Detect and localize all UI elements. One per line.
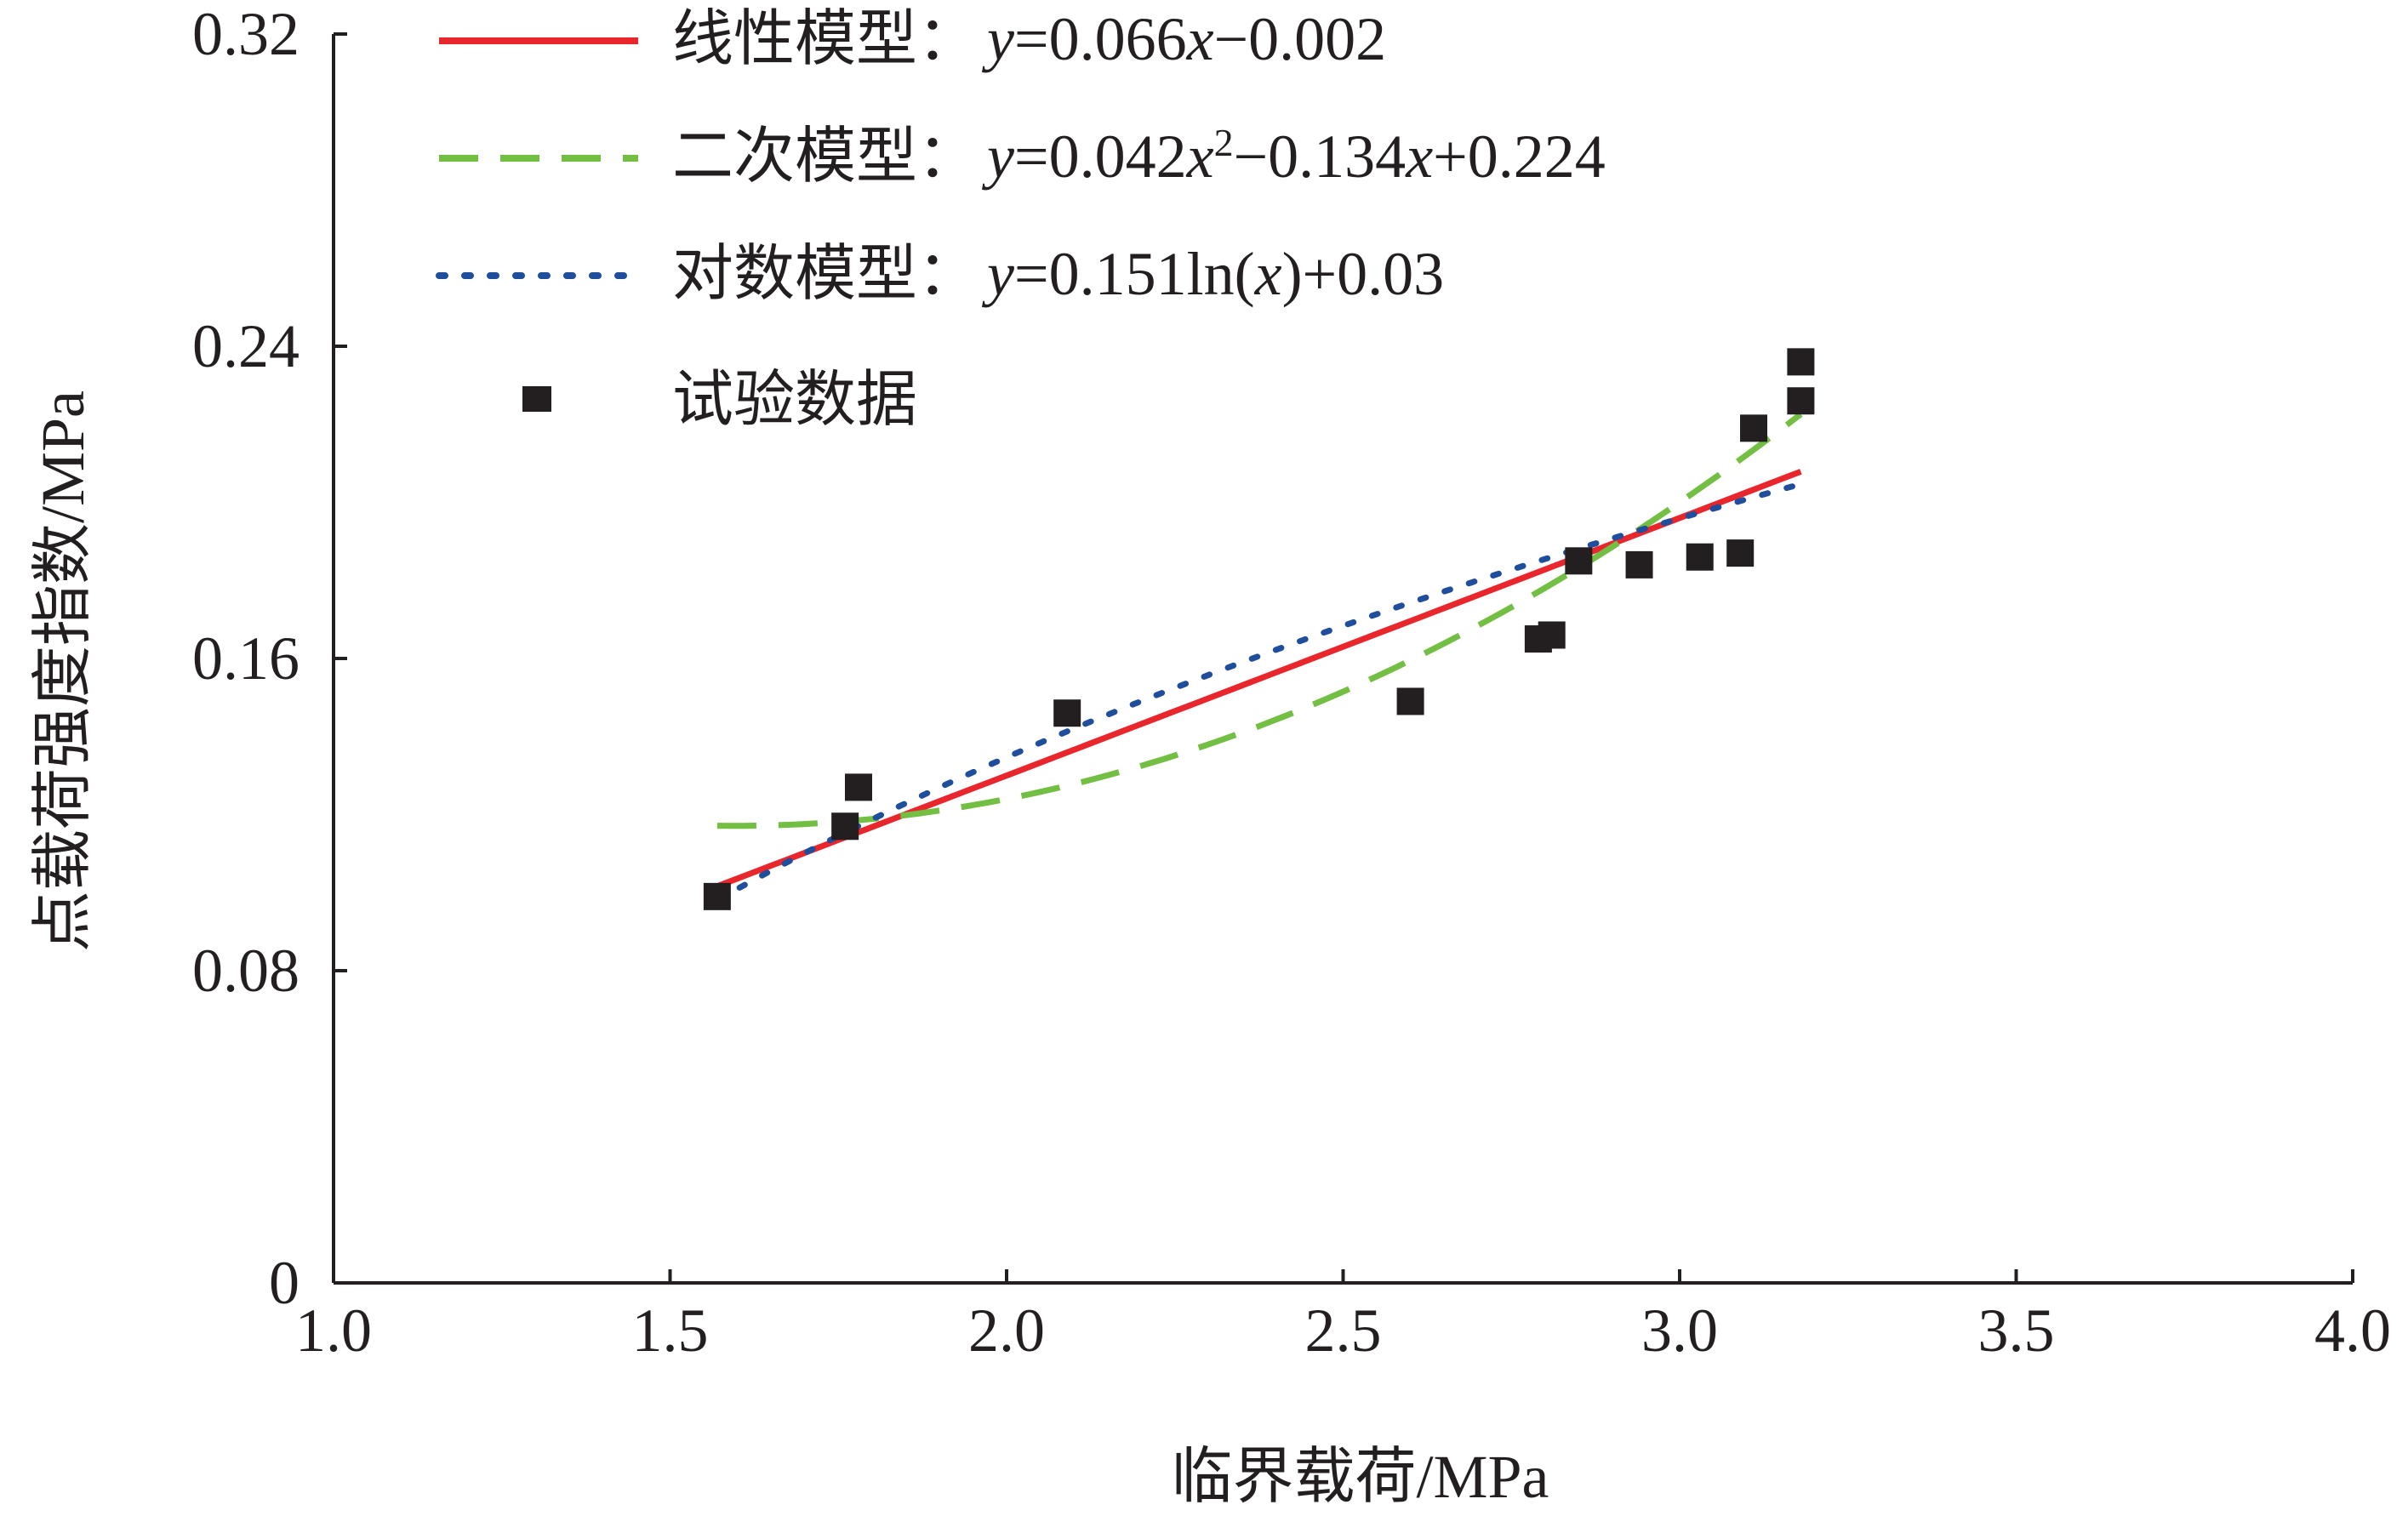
x-tick-label: 3.5 xyxy=(1978,1297,2055,1365)
legend-formula-part: x xyxy=(1254,240,1282,308)
x-tick-label: 2.5 xyxy=(1305,1297,1382,1365)
data-point xyxy=(1686,543,1714,571)
legend-formula-part: y xyxy=(981,123,1014,191)
legend-swatch xyxy=(522,386,551,412)
model-curves xyxy=(714,412,1804,903)
y-tick-label: 0.32 xyxy=(192,0,300,68)
series-line-3 xyxy=(714,481,1804,903)
series-line-2 xyxy=(716,412,1803,829)
series-line-1 xyxy=(716,469,1802,890)
data-point xyxy=(1625,550,1653,578)
data-point xyxy=(844,773,872,801)
y-axis-title: 点载荷强度指数/MPa xyxy=(29,390,97,952)
legend-item: 二次模型： y=0.042x2−0.134x+0.224 xyxy=(672,121,1606,191)
x-tick-label: 4.0 xyxy=(2314,1297,2391,1365)
legend-formula-part: =0.042 xyxy=(1014,123,1187,191)
data-points xyxy=(703,348,1815,910)
legend-formula: y=0.042x2−0.134x+0.224 xyxy=(981,121,1606,191)
legend-item: 线性模型： y=0.066x−0.002 xyxy=(672,5,1386,73)
legend-formula: y=0.151ln(x)+0.03 xyxy=(981,240,1444,308)
data-point xyxy=(1538,621,1566,649)
data-point xyxy=(1787,348,1815,376)
data-point xyxy=(1787,387,1815,415)
legend-formula-part: =0.066 xyxy=(1014,5,1187,73)
data-point xyxy=(1726,539,1755,567)
axes: 1.0 1.5 2.0 2.5 3.0 3.5 4.0 0 0.08 0.16 0.24 0.32 临界… xyxy=(29,0,2391,1511)
legend-formula-part: x xyxy=(1186,5,1214,73)
legend-formula-part: x xyxy=(1405,123,1433,191)
x-tick-label: 2.0 xyxy=(968,1297,1045,1365)
legend-item: 试验数据 xyxy=(672,366,917,434)
legend-separator: ： xyxy=(917,123,979,191)
legend-item: 对数模型： y=0.151ln(x)+0.03 xyxy=(672,240,1444,308)
data-point xyxy=(703,882,731,910)
x-tick-label: 1.5 xyxy=(632,1297,709,1365)
y-tick-label: 0 xyxy=(269,1249,300,1317)
legend-label: 线性模型 xyxy=(672,5,917,73)
x-tick-label: 3.0 xyxy=(1641,1297,1718,1365)
x-tick-label: 1.0 xyxy=(295,1297,372,1365)
y-tick-label: 0.16 xyxy=(192,624,300,692)
y-tick-label: 0.08 xyxy=(192,937,300,1005)
data-point xyxy=(1740,414,1768,442)
legend-formula-part: =0.151ln( xyxy=(1014,240,1255,308)
legend-label: 对数模型 xyxy=(672,240,917,308)
y-tick-label: 0.24 xyxy=(192,312,300,380)
legend-formula-part: −0.134 xyxy=(1234,123,1407,191)
legend-formula-part: y xyxy=(981,240,1014,308)
legend-formula-part: 2 xyxy=(1214,121,1234,164)
data-point xyxy=(831,812,859,841)
legend-separator: ： xyxy=(917,5,979,73)
legend-label: 二次模型 xyxy=(672,123,917,191)
legend-separator: ： xyxy=(917,240,979,308)
data-point xyxy=(1565,547,1593,575)
data-point xyxy=(1396,687,1424,715)
legend-formula-part: x xyxy=(1186,123,1214,191)
legend-formula-part: −0.002 xyxy=(1214,5,1387,73)
legend-formula-part: y xyxy=(981,5,1014,73)
data-point xyxy=(1053,699,1081,727)
legend-formula-part: )+0.03 xyxy=(1282,240,1445,308)
legend-label: 试验数据 xyxy=(672,366,917,434)
x-axis-title: 临界载荷/MPa xyxy=(1171,1443,1549,1511)
legend-formula-part: +0.224 xyxy=(1433,123,1606,191)
legend-formula: y=0.066x−0.002 xyxy=(981,5,1386,73)
